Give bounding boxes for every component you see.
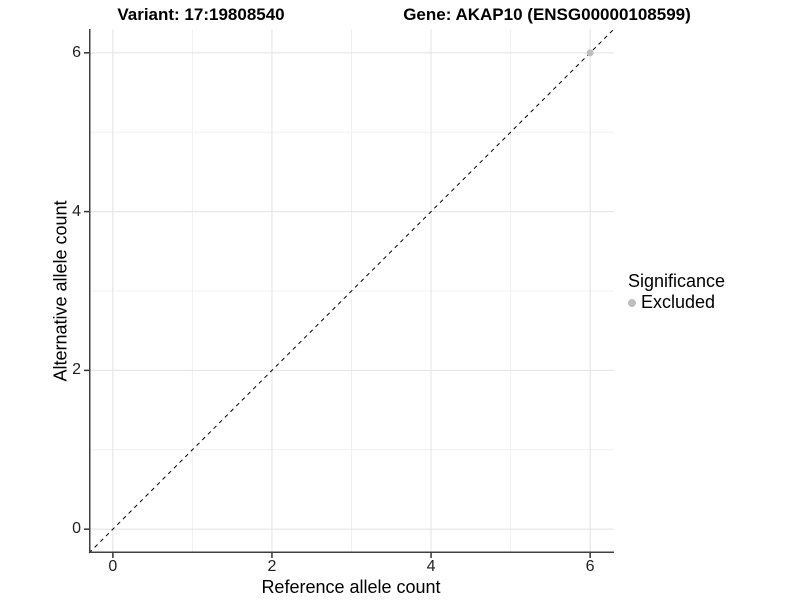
data-point-excluded xyxy=(586,49,594,57)
x-tick-label: 2 xyxy=(267,558,277,575)
x-tick-label: 6 xyxy=(585,558,595,575)
y-tick-label: 2 xyxy=(72,361,81,379)
y-tick-label: 4 xyxy=(72,202,81,220)
x-tick-label: 4 xyxy=(426,558,436,575)
y-tick-label: 0 xyxy=(72,520,81,538)
plot-title-gene: Gene: AKAP10 (ENSG00000108599) xyxy=(403,5,691,24)
plot-title-variant: Variant: 17:19808540 xyxy=(117,5,285,24)
x-tick-label: 0 xyxy=(108,558,118,575)
legend-entry-excluded: Excluded xyxy=(628,293,725,312)
legend: Significance Excluded xyxy=(628,272,725,312)
y-tick-label: 6 xyxy=(72,43,81,61)
x-axis-label: Reference allele count xyxy=(261,577,441,597)
y-axis-label: Alternative allele count xyxy=(50,200,71,382)
identity-line xyxy=(88,28,615,554)
plot-area xyxy=(84,28,615,558)
legend-entry-label: Excluded xyxy=(641,292,716,312)
legend-title: Significance xyxy=(628,271,726,291)
legend-point-icon xyxy=(628,298,636,307)
plot-panel xyxy=(84,28,615,558)
